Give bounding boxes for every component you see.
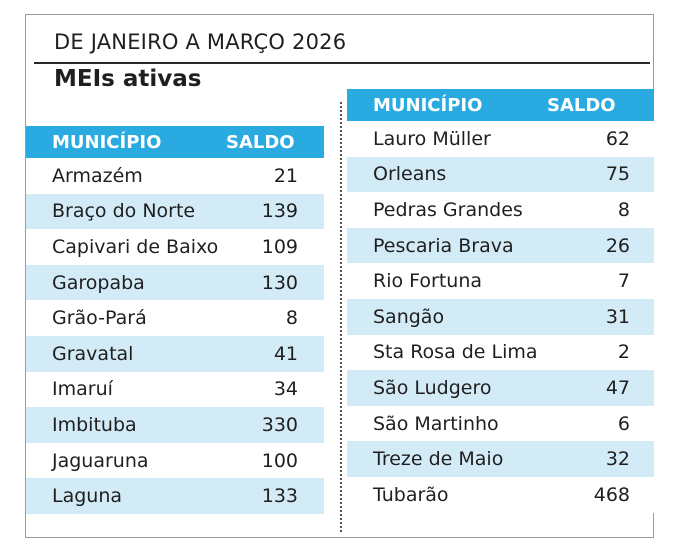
right-municipality-table: MUNICÍPIO SALDO Lauro Müller 62 Orleans 75 P… <box>347 89 654 513</box>
table-row: Treze de Maio 32 <box>347 441 654 477</box>
page-title: MEIs ativas <box>54 66 202 92</box>
column-divider <box>340 102 342 532</box>
municipio-cell: Lauro Müller <box>347 121 547 157</box>
saldo-cell: 130 <box>226 264 324 301</box>
column-header-municipio: MUNICÍPIO <box>347 89 547 121</box>
saldo-cell: 31 <box>547 298 654 335</box>
table-row: Imaruí 34 <box>26 371 324 408</box>
saldo-cell: 41 <box>226 335 324 372</box>
municipio-cell: Orleans <box>347 156 547 193</box>
saldo-cell: 100 <box>226 442 324 479</box>
municipio-cell: Treze de Maio <box>347 441 547 477</box>
table-row: Capivari de Baixo 109 <box>26 229 324 265</box>
saldo-cell: 7 <box>547 263 654 299</box>
table-row: Gravatal 41 <box>26 335 324 372</box>
header-rule <box>34 62 650 64</box>
table-row: Braço do Norte 139 <box>26 193 324 230</box>
table-header-row: MUNICÍPIO SALDO <box>26 126 324 158</box>
table-row: Lauro Müller 62 <box>347 121 654 157</box>
municipio-cell: Jaguaruna <box>26 442 226 479</box>
saldo-cell: 34 <box>226 371 324 408</box>
municipio-cell: São Ludgero <box>347 370 547 406</box>
date-range-subtitle: DE JANEIRO A MARÇO 2026 <box>54 30 347 54</box>
saldo-cell: 109 <box>226 229 324 265</box>
municipio-cell: Braço do Norte <box>26 193 226 230</box>
table-row: Armazém 21 <box>26 158 324 194</box>
table-row: Pescaria Brava 26 <box>347 227 654 264</box>
table-header-row: MUNICÍPIO SALDO <box>347 89 654 121</box>
municipio-cell: Rio Fortuna <box>347 263 547 299</box>
saldo-cell: 75 <box>547 156 654 193</box>
column-header-municipio: MUNICÍPIO <box>26 126 226 158</box>
municipio-cell: São Martinho <box>347 405 547 442</box>
right-table-body: Lauro Müller 62 Orleans 75 Pedras Grandes 8 Pe… <box>347 121 654 513</box>
column-header-saldo: SALDO <box>547 89 654 121</box>
saldo-cell: 139 <box>226 193 324 230</box>
municipio-cell: Sangão <box>347 298 547 335</box>
saldo-cell: 32 <box>547 441 654 477</box>
saldo-cell: 6 <box>547 405 654 442</box>
table-row: Rio Fortuna 7 <box>347 263 654 299</box>
table-row: Laguna 133 <box>26 478 324 514</box>
table-row: Tubarão 468 <box>347 476 654 513</box>
column-header-saldo: SALDO <box>226 126 324 158</box>
municipio-cell: Sta Rosa de Lima <box>347 334 547 371</box>
saldo-cell: 8 <box>547 192 654 228</box>
left-table-body: Armazém 21 Braço do Norte 139 Capivari de Ba… <box>26 158 324 514</box>
saldo-cell: 62 <box>547 121 654 157</box>
table-row: São Martinho 6 <box>347 405 654 442</box>
table-row: São Ludgero 47 <box>347 370 654 406</box>
municipio-cell: Gravatal <box>26 335 226 372</box>
saldo-cell: 2 <box>547 334 654 371</box>
saldo-cell: 330 <box>226 407 324 443</box>
table-row: Imbituba 330 <box>26 407 324 443</box>
saldo-cell: 47 <box>547 370 654 406</box>
table-row: Grão-Pará 8 <box>26 300 324 336</box>
municipio-cell: Pescaria Brava <box>347 227 547 264</box>
municipio-cell: Capivari de Baixo <box>26 229 226 265</box>
saldo-cell: 8 <box>226 300 324 336</box>
municipio-cell: Imaruí <box>26 371 226 408</box>
table-row: Sangão 31 <box>347 298 654 335</box>
saldo-cell: 133 <box>226 478 324 514</box>
left-municipality-table: MUNICÍPIO SALDO Armazém 21 Braço do Norte 1… <box>26 126 324 514</box>
municipio-cell: Imbituba <box>26 407 226 443</box>
municipio-cell: Tubarão <box>347 476 547 513</box>
municipio-cell: Armazém <box>26 158 226 194</box>
saldo-cell: 21 <box>226 158 324 194</box>
saldo-cell: 468 <box>547 476 654 513</box>
table-row: Jaguaruna 100 <box>26 442 324 479</box>
table-row: Orleans 75 <box>347 156 654 193</box>
municipio-cell: Garopaba <box>26 264 226 301</box>
municipio-cell: Pedras Grandes <box>347 192 547 228</box>
table-row: Pedras Grandes 8 <box>347 192 654 228</box>
table-row: Sta Rosa de Lima 2 <box>347 334 654 371</box>
saldo-cell: 26 <box>547 227 654 264</box>
table-row: Garopaba 130 <box>26 264 324 301</box>
municipio-cell: Laguna <box>26 478 226 514</box>
municipio-cell: Grão-Pará <box>26 300 226 336</box>
